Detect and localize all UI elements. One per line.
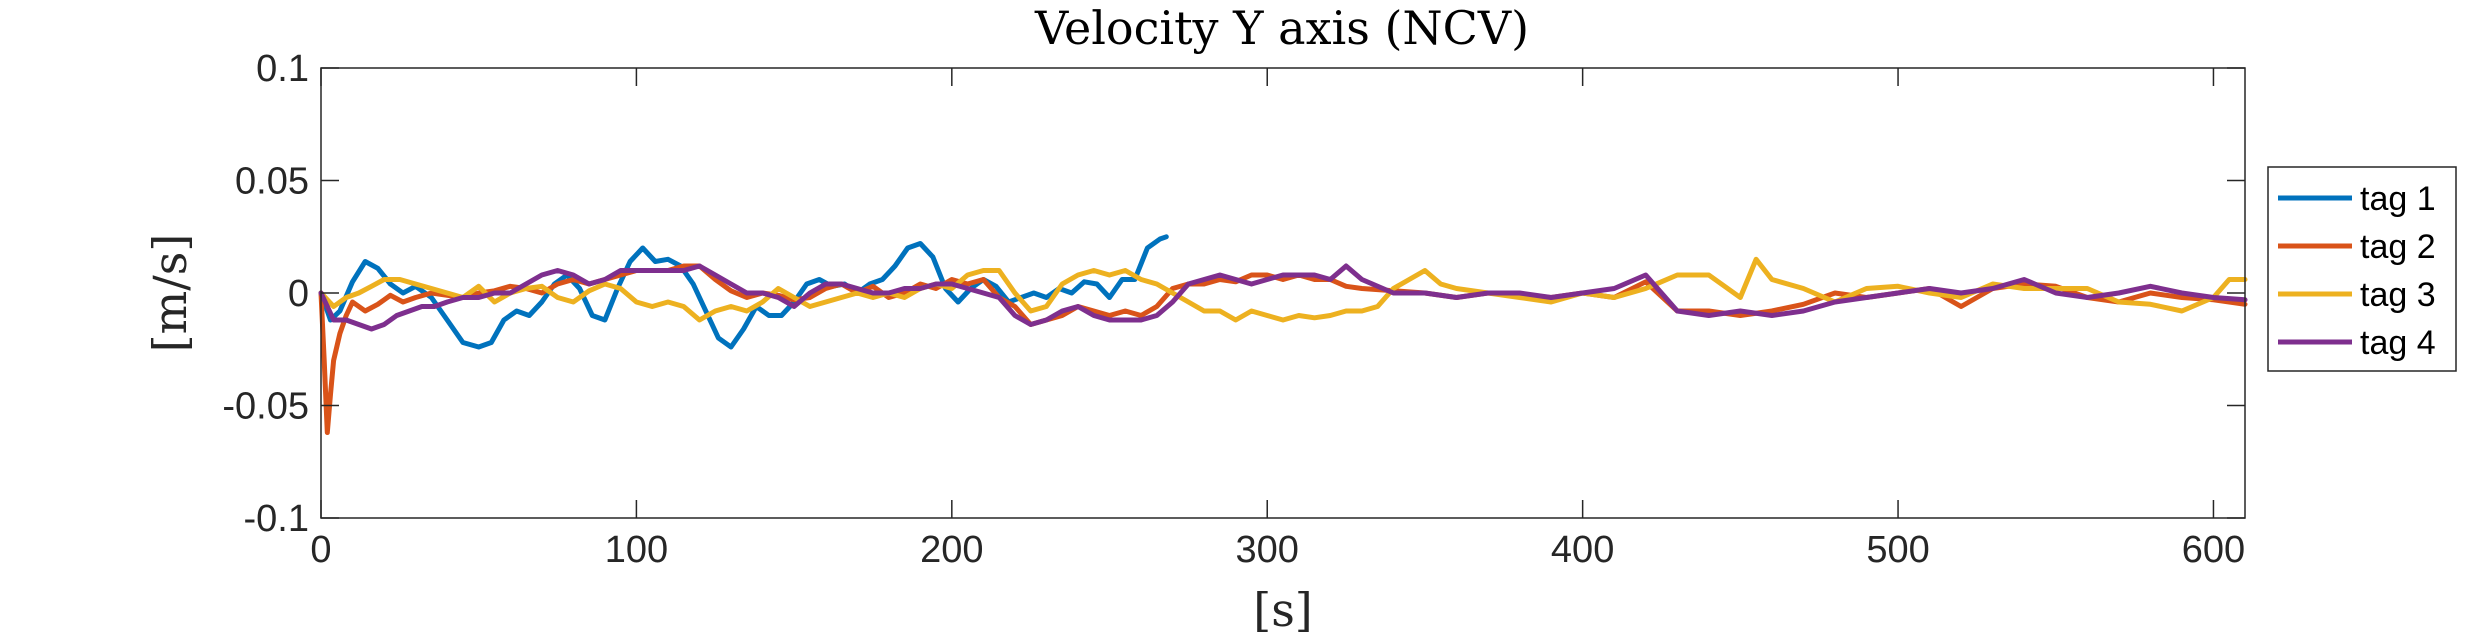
series-line-tag-1 (318, 234, 1169, 350)
y-tick-label: -0.1 (244, 498, 309, 540)
legend-label-tag-4: tag 4 (2360, 324, 2436, 362)
x-axis-label: [s] (1253, 583, 1313, 637)
legend-label-tag-2: tag 2 (2360, 228, 2436, 266)
y-axis-label: [m/s] (143, 234, 197, 353)
y-tick-label: 0.1 (256, 48, 309, 90)
series-line-tag-4 (318, 263, 2248, 332)
x-tick-label: 400 (1551, 529, 1614, 571)
legend-label-tag-3: tag 3 (2360, 276, 2436, 314)
series-line-tag-3 (318, 256, 2248, 323)
y-tick-label: 0 (288, 273, 309, 315)
x-tick-label: 0 (310, 529, 331, 571)
plot-lines (318, 234, 2248, 435)
chart-title: Velocity Y axis (NCV) (1034, 1, 1529, 55)
x-tick-label: 100 (605, 529, 668, 571)
y-tick-label: -0.05 (222, 386, 309, 428)
x-tick-label: 300 (1236, 529, 1299, 571)
x-tick-label: 200 (920, 529, 983, 571)
legend-box (2267, 166, 2457, 372)
x-tick-label: 500 (1866, 529, 1929, 571)
legend: tag 1 tag 2 tag 3 tag 4 (2267, 166, 2457, 372)
x-tick-label: 600 (2182, 529, 2245, 571)
axis-ticks: 0 100 200 300 400 500 600 -0.1 -0.05 0 0.05 0.1 (222, 48, 2245, 571)
legend-label-tag-1: tag 1 (2360, 180, 2436, 218)
y-tick-label: 0.05 (235, 161, 309, 203)
